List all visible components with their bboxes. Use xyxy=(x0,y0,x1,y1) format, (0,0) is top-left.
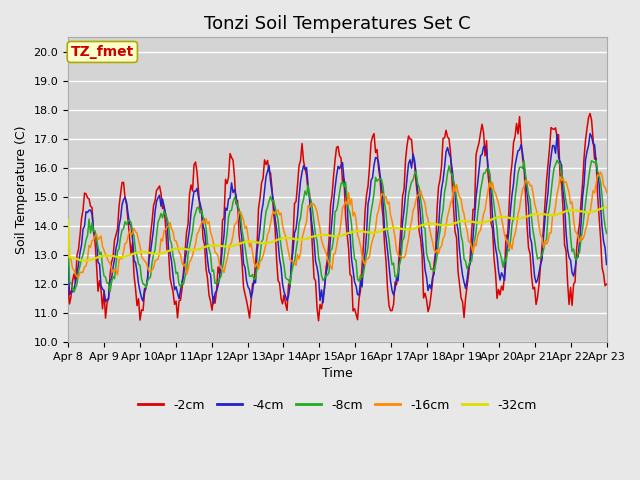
-2cm xyxy=(252,259,259,265)
-4cm xyxy=(253,249,261,254)
-4cm xyxy=(586,131,594,136)
-4cm xyxy=(603,262,611,267)
-32cm xyxy=(301,236,309,242)
-2cm xyxy=(603,281,611,287)
-16cm xyxy=(574,234,582,240)
-16cm xyxy=(596,169,604,175)
Y-axis label: Soil Temperature (C): Soil Temperature (C) xyxy=(15,125,28,254)
-4cm xyxy=(301,167,309,172)
-32cm xyxy=(574,208,582,214)
-2cm xyxy=(130,273,138,278)
X-axis label: Time: Time xyxy=(322,367,353,380)
-4cm xyxy=(64,255,72,261)
-16cm xyxy=(64,249,72,255)
-2cm xyxy=(64,284,72,289)
-16cm xyxy=(301,224,309,230)
Line: -8cm: -8cm xyxy=(68,160,607,292)
-4cm xyxy=(244,284,252,290)
Line: -16cm: -16cm xyxy=(68,172,607,277)
-2cm xyxy=(225,174,232,180)
-16cm xyxy=(226,242,234,248)
-8cm xyxy=(603,230,611,236)
-32cm xyxy=(244,239,252,244)
-8cm xyxy=(70,289,78,295)
-8cm xyxy=(301,188,309,194)
-4cm xyxy=(130,257,138,263)
-8cm xyxy=(244,264,252,270)
-2cm xyxy=(586,110,594,116)
-32cm xyxy=(132,250,140,256)
-2cm xyxy=(315,318,323,324)
-8cm xyxy=(132,248,140,254)
-16cm xyxy=(132,229,140,235)
Legend: -2cm, -4cm, -8cm, -16cm, -32cm: -2cm, -4cm, -8cm, -16cm, -32cm xyxy=(133,394,541,417)
-16cm xyxy=(603,189,611,195)
Line: -32cm: -32cm xyxy=(68,207,607,261)
Title: Tonzi Soil Temperatures Set C: Tonzi Soil Temperatures Set C xyxy=(204,15,470,33)
Line: -4cm: -4cm xyxy=(68,133,607,304)
Text: TZ_fmet: TZ_fmet xyxy=(71,45,134,59)
-4cm xyxy=(226,195,234,201)
-8cm xyxy=(553,157,561,163)
-2cm xyxy=(300,158,307,164)
-4cm xyxy=(574,254,582,260)
-16cm xyxy=(244,234,252,240)
-32cm xyxy=(64,217,72,223)
-32cm xyxy=(603,204,611,210)
-16cm xyxy=(253,260,261,266)
-32cm xyxy=(79,258,87,264)
-32cm xyxy=(253,240,261,245)
-2cm xyxy=(243,298,250,303)
-8cm xyxy=(253,266,261,272)
-8cm xyxy=(226,208,234,214)
-32cm xyxy=(226,243,234,249)
Line: -2cm: -2cm xyxy=(68,113,607,321)
-8cm xyxy=(576,250,584,256)
-2cm xyxy=(574,231,582,237)
-4cm xyxy=(210,301,218,307)
-8cm xyxy=(64,238,72,243)
-16cm xyxy=(75,274,83,280)
